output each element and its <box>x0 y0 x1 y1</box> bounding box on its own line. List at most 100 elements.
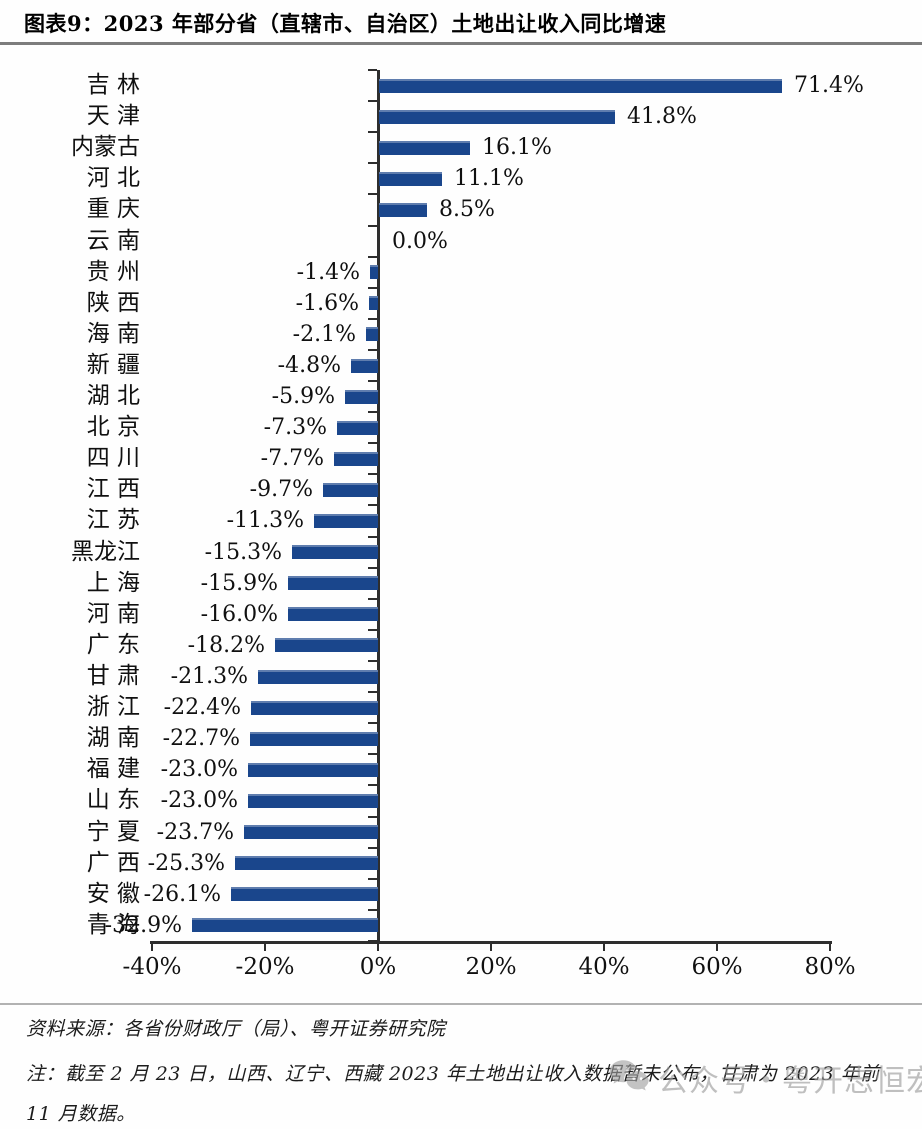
x-tick-label: 0% <box>359 953 397 980</box>
title-divider <box>0 42 922 45</box>
value-label: -7.7% <box>260 446 324 472</box>
bar <box>248 794 378 808</box>
value-label: 11.1% <box>454 166 524 192</box>
value-label: -26.1% <box>143 881 221 907</box>
category-label: 天 津 <box>86 103 140 130</box>
value-label: -32.9% <box>104 912 182 938</box>
category-label: 上 海 <box>86 569 140 596</box>
x-axis-tick <box>490 940 492 951</box>
category-label: 内蒙古 <box>71 134 140 161</box>
bar <box>288 576 378 591</box>
y-axis-tick <box>368 722 377 725</box>
value-label: -4.8% <box>277 352 341 378</box>
category-label: 江 苏 <box>86 507 140 534</box>
category-label: 河 南 <box>86 600 140 627</box>
y-axis-tick <box>368 100 377 103</box>
bar <box>369 296 378 311</box>
y-axis-tick <box>368 411 377 414</box>
category-label: 新 疆 <box>86 351 140 378</box>
bar <box>192 918 378 933</box>
y-axis-tick <box>368 784 377 787</box>
category-label: 吉 林 <box>86 72 140 98</box>
value-label: -11.3% <box>226 508 304 534</box>
category-label: 贵 州 <box>86 258 140 285</box>
x-tick-label: -40% <box>122 953 182 980</box>
x-axis-tick <box>377 940 379 951</box>
category-label: 陕 西 <box>86 289 140 316</box>
value-label: -16.0% <box>200 601 278 627</box>
footer-divider <box>0 1003 922 1005</box>
value-label: -15.9% <box>200 570 278 596</box>
figure-title: 图表9：2023 年部分省（直辖市、自治区）土地出让收入同比增速 <box>24 11 667 36</box>
bar <box>351 358 378 373</box>
value-label: -7.3% <box>263 415 327 441</box>
bar <box>379 109 615 124</box>
value-label: -22.7% <box>162 726 240 752</box>
value-label: -1.4% <box>296 259 360 285</box>
value-label: -21.3% <box>170 664 248 690</box>
category-label: 广 东 <box>86 631 140 658</box>
bar <box>379 140 470 155</box>
y-axis-line <box>377 70 380 941</box>
category-label: 重 庆 <box>86 196 140 223</box>
category-label: 四 川 <box>86 445 140 472</box>
category-label: 青 海 <box>86 911 140 938</box>
y-axis-tick <box>368 380 377 383</box>
category-label: 黑龙江 <box>71 538 140 565</box>
x-tick-label: -20% <box>235 953 295 980</box>
value-label: -23.7% <box>156 819 234 845</box>
y-axis-tick <box>368 131 377 134</box>
value-label: 0.0% <box>392 228 448 254</box>
x-axis-tick <box>829 940 831 951</box>
bar <box>345 389 378 404</box>
value-label: -5.9% <box>271 384 335 410</box>
x-tick-label: 60% <box>691 953 743 980</box>
bar <box>235 856 378 871</box>
bar <box>334 451 378 466</box>
y-axis-tick <box>368 317 377 320</box>
category-label: 海 南 <box>86 320 140 347</box>
x-axis-tick <box>716 940 718 951</box>
bar <box>275 638 378 653</box>
bar <box>370 265 378 280</box>
category-label: 江 西 <box>86 476 140 503</box>
bar <box>292 545 378 560</box>
y-axis-tick <box>368 286 377 289</box>
bar <box>379 171 442 186</box>
bar <box>323 482 378 497</box>
y-axis-tick <box>368 255 377 258</box>
bar <box>366 327 378 342</box>
y-axis-tick <box>368 193 377 196</box>
value-label: -1.6% <box>295 290 359 316</box>
value-label: 16.1% <box>482 135 552 161</box>
y-axis-tick <box>368 753 377 756</box>
x-tick-label: 80% <box>804 953 856 980</box>
y-axis-tick <box>368 473 377 476</box>
category-label: 广 西 <box>86 849 140 876</box>
bar <box>244 825 378 840</box>
source-note: 资料来源：各省份财政厅（局）、粤开证券研究院 <box>26 1018 446 1040</box>
y-axis-tick <box>368 504 377 507</box>
bar <box>251 700 378 715</box>
y-axis-tick <box>368 908 377 911</box>
value-label: 8.5% <box>439 197 495 223</box>
category-label: 湖 南 <box>86 725 140 752</box>
y-axis-tick <box>368 69 377 71</box>
value-label: -25.3% <box>147 850 225 876</box>
y-axis-tick <box>368 597 377 600</box>
value-label: -23.0% <box>160 788 238 814</box>
y-axis-tick <box>368 535 377 538</box>
y-axis-tick <box>368 846 377 849</box>
y-axis-tick <box>368 348 377 351</box>
value-label: -18.2% <box>187 632 265 658</box>
category-label: 河 北 <box>86 165 140 192</box>
bar <box>337 420 378 435</box>
x-axis-tick <box>151 940 153 951</box>
bar <box>288 607 378 622</box>
value-label: -23.0% <box>160 757 238 783</box>
x-tick-label: 40% <box>578 953 630 980</box>
category-label: 安 徽 <box>86 880 140 907</box>
x-tick-label: 20% <box>465 953 517 980</box>
category-label: 福 建 <box>86 756 140 783</box>
